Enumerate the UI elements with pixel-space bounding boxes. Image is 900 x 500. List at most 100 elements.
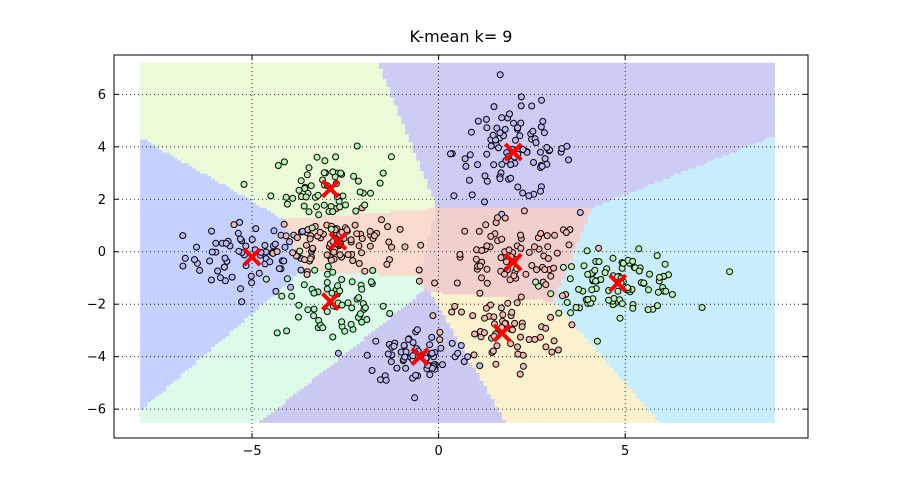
data-point xyxy=(455,350,461,356)
data-point xyxy=(491,162,497,168)
data-point xyxy=(451,193,457,199)
y-tick-label: −6 xyxy=(87,403,106,418)
data-point xyxy=(284,276,290,282)
data-point xyxy=(545,256,551,262)
data-point xyxy=(385,351,391,357)
data-point xyxy=(533,279,539,285)
data-point xyxy=(290,250,296,256)
data-point xyxy=(564,299,570,305)
data-point xyxy=(533,140,539,146)
data-point xyxy=(394,365,400,371)
data-point xyxy=(298,267,304,273)
data-point xyxy=(343,202,349,208)
data-point xyxy=(391,343,397,349)
data-point xyxy=(615,288,621,294)
data-point xyxy=(287,239,293,245)
data-point xyxy=(241,181,247,187)
data-point xyxy=(427,342,433,348)
data-point xyxy=(523,271,529,277)
data-point xyxy=(223,240,229,246)
data-point xyxy=(551,338,557,344)
data-point xyxy=(494,343,500,349)
data-point xyxy=(311,306,317,312)
data-point xyxy=(475,118,481,124)
data-point xyxy=(611,296,617,302)
data-point xyxy=(617,315,623,321)
data-point xyxy=(324,286,330,292)
data-point xyxy=(437,329,443,335)
data-point xyxy=(368,190,374,196)
data-point xyxy=(263,276,269,282)
data-point xyxy=(518,294,524,300)
data-point xyxy=(457,251,463,257)
data-point xyxy=(307,236,313,242)
data-point xyxy=(655,289,661,295)
data-point xyxy=(519,324,525,330)
data-point xyxy=(507,111,513,117)
data-point xyxy=(418,242,424,248)
data-point xyxy=(462,156,468,162)
data-point xyxy=(306,165,312,171)
data-point xyxy=(567,276,573,282)
data-point xyxy=(484,151,490,157)
data-point xyxy=(383,377,389,383)
data-point xyxy=(569,264,575,270)
data-point xyxy=(429,334,435,340)
data-point xyxy=(207,258,213,264)
data-point xyxy=(499,115,505,121)
data-point xyxy=(544,233,550,239)
data-point xyxy=(367,228,373,234)
data-point xyxy=(370,268,376,274)
data-point xyxy=(180,263,186,269)
data-point xyxy=(619,301,625,307)
data-point xyxy=(484,266,490,272)
data-point xyxy=(499,161,505,167)
data-point xyxy=(502,215,508,221)
data-point xyxy=(356,243,362,249)
data-point xyxy=(339,319,345,325)
data-point xyxy=(509,309,515,315)
data-point xyxy=(388,359,394,365)
data-point xyxy=(630,305,636,311)
data-point xyxy=(267,259,273,265)
data-point xyxy=(499,236,505,242)
data-point xyxy=(316,212,322,218)
data-point xyxy=(438,345,444,351)
data-point xyxy=(530,128,536,134)
data-point xyxy=(330,169,336,175)
data-point xyxy=(518,232,524,238)
data-point xyxy=(248,273,254,279)
data-point xyxy=(548,273,554,279)
data-point xyxy=(542,156,548,162)
data-point xyxy=(356,295,362,301)
data-point xyxy=(663,288,669,294)
data-point xyxy=(236,248,242,254)
data-point xyxy=(592,267,598,273)
data-point xyxy=(539,163,545,169)
data-point xyxy=(354,143,360,149)
data-point xyxy=(272,241,278,247)
data-point xyxy=(249,237,255,243)
data-point xyxy=(542,267,548,273)
data-point xyxy=(182,255,188,261)
data-point xyxy=(268,193,274,199)
chart-title: K-mean k= 9 xyxy=(410,27,513,46)
data-point xyxy=(541,130,547,136)
data-point xyxy=(356,261,362,267)
data-point xyxy=(301,203,307,209)
data-point xyxy=(554,250,560,256)
data-point xyxy=(508,162,514,168)
data-point xyxy=(727,269,733,275)
data-point xyxy=(194,244,200,250)
data-point xyxy=(551,265,557,271)
data-point xyxy=(479,248,485,254)
data-point xyxy=(262,242,268,248)
data-point xyxy=(430,313,436,319)
data-point xyxy=(209,249,215,255)
data-point xyxy=(472,331,478,337)
data-point xyxy=(488,233,494,239)
data-point xyxy=(458,343,464,349)
data-point xyxy=(552,232,558,238)
data-point xyxy=(645,307,651,313)
data-point xyxy=(484,243,490,249)
